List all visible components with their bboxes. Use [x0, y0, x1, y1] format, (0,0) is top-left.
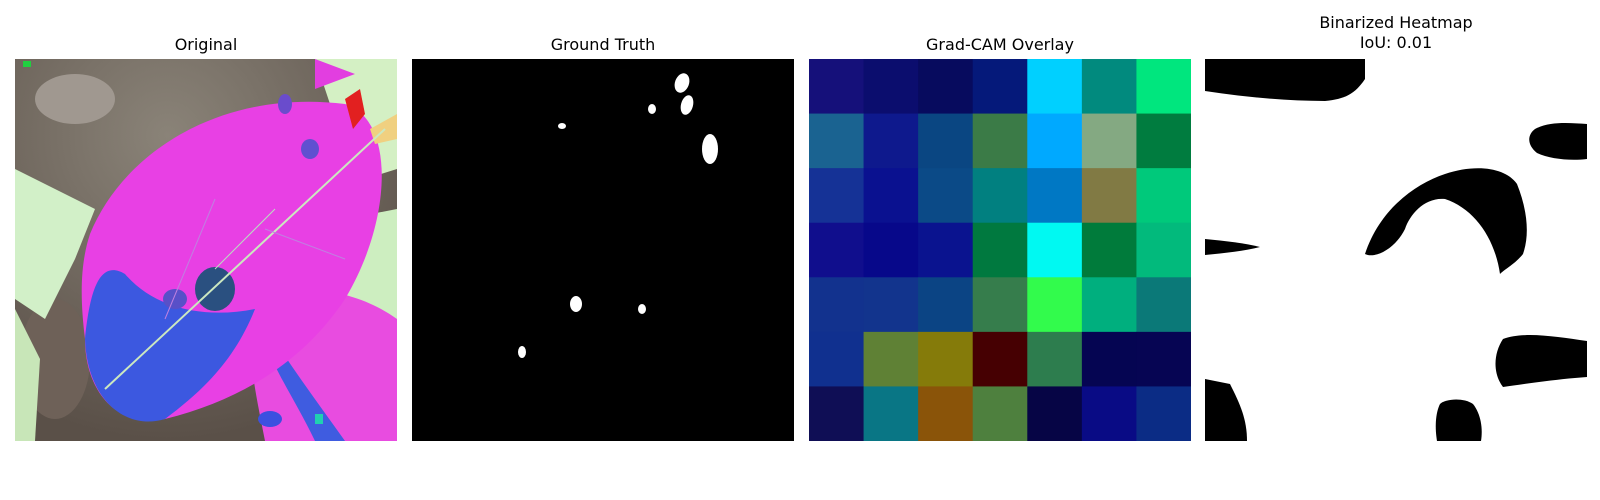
- gradcam-panel: Grad-CAM Overlay: [809, 0, 1191, 500]
- original-panel: Original: [15, 0, 397, 500]
- gradcam-cell: [863, 168, 919, 224]
- gradcam-cell: [809, 222, 865, 278]
- gradcam-cell: [1136, 59, 1191, 115]
- gradcam-cell: [809, 59, 865, 115]
- gradcam-cell: [1027, 168, 1083, 224]
- gradcam-cell: [1081, 59, 1137, 115]
- gradcam-cell: [972, 277, 1028, 333]
- gradcam-cell: [1081, 168, 1137, 224]
- gradcam-cell: [1136, 386, 1191, 441]
- gradcam-cell: [918, 386, 974, 441]
- gradcam-cell: [809, 113, 865, 169]
- gradcam-cell: [918, 113, 974, 169]
- gradcam-cell: [918, 331, 974, 387]
- gradcam-cell: [1136, 277, 1191, 333]
- gradcam-cell: [863, 386, 919, 441]
- ground-truth-panel: Ground Truth: [412, 0, 794, 500]
- gradcam-cell: [918, 168, 974, 224]
- gradcam-cell: [1081, 222, 1137, 278]
- gradcam-cell: [918, 222, 974, 278]
- gradcam-cell: [972, 59, 1028, 115]
- binarized-panel: Binarized Heatmap IoU: 0.01: [1205, 0, 1587, 500]
- gradcam-cell: [1027, 222, 1083, 278]
- gradcam-heatmap-grid: [809, 59, 1191, 441]
- gradcam-cell: [809, 277, 865, 333]
- gradcam-cell: [863, 59, 919, 115]
- gradcam-cell: [1136, 331, 1191, 387]
- gradcam-cell: [972, 113, 1028, 169]
- gradcam-cell: [863, 222, 919, 278]
- gradcam-cell: [863, 331, 919, 387]
- ground-truth-title: Ground Truth: [550, 35, 656, 54]
- gradcam-cell: [972, 331, 1028, 387]
- gradcam-cell: [1081, 331, 1137, 387]
- gradcam-cell: [1027, 277, 1083, 333]
- gradcam-cell: [918, 277, 974, 333]
- gradcam-title: Grad-CAM Overlay: [926, 35, 1074, 54]
- gradcam-cell: [1136, 168, 1191, 224]
- gradcam-cell: [972, 168, 1028, 224]
- gradcam-cell: [863, 277, 919, 333]
- gradcam-cell: [809, 331, 865, 387]
- ground-truth-mask-picture: [412, 59, 794, 441]
- gradcam-cell: [918, 59, 974, 115]
- gradcam-cell: [809, 168, 865, 224]
- gradcam-cell: [1136, 222, 1191, 278]
- gradcam-cell: [1081, 277, 1137, 333]
- binarized-heatmap: [1205, 59, 1587, 441]
- gradcam-cell: [863, 113, 919, 169]
- gradcam-cell: [809, 386, 865, 441]
- gradcam-overlay: [809, 59, 1191, 441]
- original-image: [15, 59, 397, 441]
- binarized-title: Binarized Heatmap IoU: 0.01: [1319, 13, 1473, 52]
- gradcam-cell: [1027, 386, 1083, 441]
- gradcam-cell: [972, 386, 1028, 441]
- gradcam-cell: [1027, 113, 1083, 169]
- gradcam-cell: [1081, 386, 1137, 441]
- gradcam-cell: [1136, 113, 1191, 169]
- gradcam-cell: [972, 222, 1028, 278]
- original-leaf-picture: [15, 59, 397, 441]
- gradcam-cell: [1027, 59, 1083, 115]
- gradcam-cell: [1081, 113, 1137, 169]
- ground-truth-mask: [412, 59, 794, 441]
- original-title: Original: [174, 35, 238, 54]
- binarized-heatmap-picture: [1205, 59, 1587, 441]
- gradcam-cell: [1027, 331, 1083, 387]
